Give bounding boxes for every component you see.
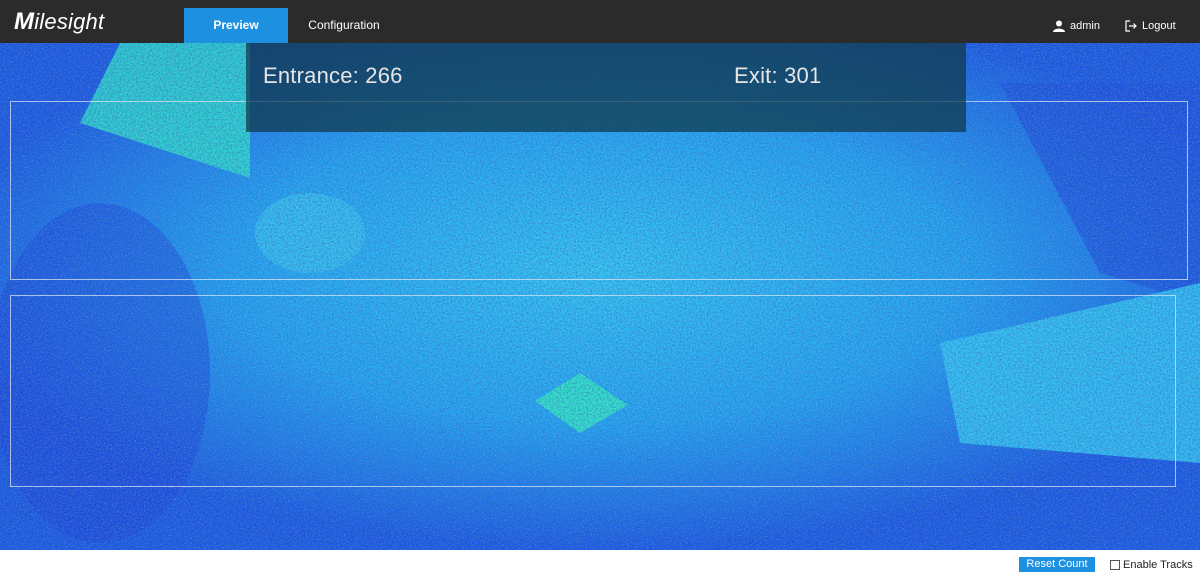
tab-configuration[interactable]: Configuration bbox=[308, 18, 380, 32]
preview-controls: Reset Count Enable Tracks bbox=[0, 550, 1200, 572]
enable-tracks-label: Enable Tracks bbox=[1123, 558, 1193, 571]
people-count-overlay: Entrance: 266 Exit: 301 bbox=[246, 43, 966, 132]
logo-mark: M bbox=[14, 8, 35, 35]
logout-icon bbox=[1125, 19, 1137, 32]
enable-tracks-toggle[interactable]: Enable Tracks bbox=[1110, 557, 1193, 572]
tab-preview[interactable]: Preview bbox=[184, 8, 288, 43]
logout-button[interactable]: Logout bbox=[1125, 8, 1176, 43]
user-icon bbox=[1053, 20, 1065, 32]
thermal-preview-video: Entrance: 266 Exit: 301 bbox=[0, 43, 1200, 550]
entrance-count: Entrance: 266 bbox=[263, 63, 403, 88]
counting-zone-exit bbox=[10, 295, 1176, 487]
user-account[interactable]: admin bbox=[1053, 8, 1100, 43]
reset-count-button[interactable]: Reset Count bbox=[1019, 557, 1095, 572]
logout-label: Logout bbox=[1142, 19, 1176, 32]
user-name: admin bbox=[1070, 19, 1100, 32]
enable-tracks-checkbox[interactable] bbox=[1110, 559, 1120, 570]
logo-text: ilesight bbox=[34, 9, 105, 34]
exit-count: Exit: 301 bbox=[734, 63, 822, 88]
